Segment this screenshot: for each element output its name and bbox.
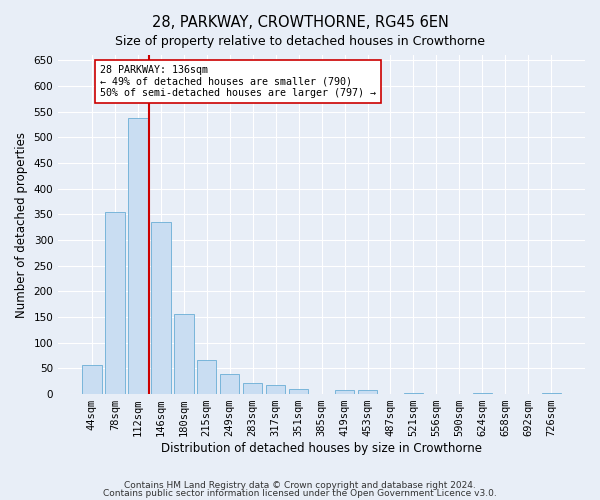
- Bar: [174, 314, 194, 394]
- Text: 28, PARKWAY, CROWTHORNE, RG45 6EN: 28, PARKWAY, CROWTHORNE, RG45 6EN: [152, 15, 448, 30]
- Text: Size of property relative to detached houses in Crowthorne: Size of property relative to detached ho…: [115, 35, 485, 48]
- Bar: [335, 390, 355, 394]
- Text: Contains HM Land Registry data © Crown copyright and database right 2024.: Contains HM Land Registry data © Crown c…: [124, 480, 476, 490]
- Bar: [266, 386, 286, 394]
- Text: 28 PARKWAY: 136sqm
← 49% of detached houses are smaller (790)
50% of semi-detach: 28 PARKWAY: 136sqm ← 49% of detached hou…: [100, 66, 376, 98]
- Bar: [404, 392, 423, 394]
- Bar: [358, 390, 377, 394]
- Bar: [82, 365, 101, 394]
- Bar: [151, 222, 170, 394]
- Bar: [128, 118, 148, 394]
- Bar: [289, 389, 308, 394]
- Bar: [243, 383, 262, 394]
- Text: Contains public sector information licensed under the Open Government Licence v3: Contains public sector information licen…: [103, 489, 497, 498]
- Bar: [220, 374, 239, 394]
- Bar: [105, 212, 125, 394]
- X-axis label: Distribution of detached houses by size in Crowthorne: Distribution of detached houses by size …: [161, 442, 482, 455]
- Bar: [473, 392, 492, 394]
- Bar: [197, 360, 217, 394]
- Bar: [542, 392, 561, 394]
- Y-axis label: Number of detached properties: Number of detached properties: [15, 132, 28, 318]
